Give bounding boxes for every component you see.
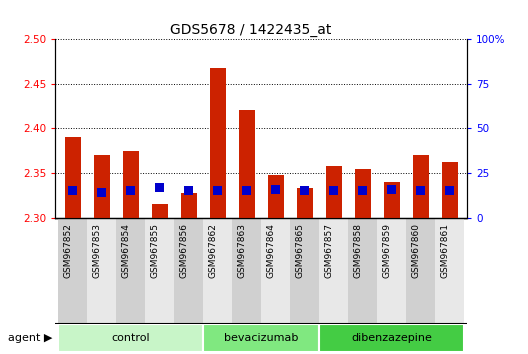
- Bar: [213, 187, 222, 195]
- Text: bevacizumab: bevacizumab: [224, 333, 298, 343]
- Bar: [69, 187, 77, 195]
- Text: GSM967852: GSM967852: [64, 223, 73, 278]
- Bar: [300, 187, 309, 195]
- Bar: [94, 155, 110, 218]
- Text: GSM967860: GSM967860: [412, 223, 421, 278]
- Bar: [123, 151, 139, 218]
- Bar: [268, 175, 284, 218]
- Bar: [58, 218, 87, 324]
- Text: GSM967864: GSM967864: [267, 223, 276, 278]
- Text: dibenzazepine: dibenzazepine: [352, 333, 432, 343]
- Bar: [388, 185, 396, 194]
- Bar: [145, 218, 174, 324]
- Bar: [378, 218, 407, 324]
- Text: GSM967856: GSM967856: [180, 223, 189, 278]
- Bar: [348, 218, 378, 324]
- Bar: [359, 187, 367, 195]
- Bar: [242, 187, 251, 195]
- Bar: [407, 218, 436, 324]
- Text: GSM967853: GSM967853: [93, 223, 102, 278]
- Bar: [319, 325, 465, 352]
- Text: GSM967858: GSM967858: [354, 223, 363, 278]
- Bar: [174, 218, 203, 324]
- Text: GSM967862: GSM967862: [209, 223, 218, 278]
- Bar: [446, 187, 454, 195]
- Bar: [319, 218, 348, 324]
- Bar: [290, 218, 319, 324]
- Bar: [232, 218, 261, 324]
- Bar: [329, 187, 338, 195]
- Bar: [155, 183, 164, 192]
- Bar: [326, 166, 342, 218]
- Bar: [116, 218, 145, 324]
- Bar: [413, 155, 429, 218]
- Bar: [184, 187, 193, 195]
- Text: GSM967857: GSM967857: [325, 223, 334, 278]
- Bar: [98, 188, 106, 197]
- Bar: [210, 68, 226, 218]
- Bar: [203, 218, 232, 324]
- Bar: [87, 218, 116, 324]
- Bar: [355, 169, 371, 218]
- Text: GSM967861: GSM967861: [441, 223, 450, 278]
- Bar: [65, 137, 81, 218]
- Bar: [417, 187, 425, 195]
- Text: GSM967855: GSM967855: [151, 223, 160, 278]
- Text: GSM967854: GSM967854: [122, 223, 131, 278]
- Bar: [442, 162, 458, 218]
- Bar: [297, 188, 313, 218]
- Bar: [127, 187, 135, 195]
- Bar: [384, 182, 400, 218]
- Bar: [261, 218, 290, 324]
- Text: control: control: [111, 333, 150, 343]
- Bar: [271, 185, 280, 194]
- Text: GDS5678 / 1422435_at: GDS5678 / 1422435_at: [170, 23, 332, 37]
- Bar: [58, 325, 203, 352]
- Bar: [203, 325, 319, 352]
- Text: GSM967865: GSM967865: [296, 223, 305, 278]
- Text: agent ▶: agent ▶: [8, 333, 53, 343]
- Bar: [436, 218, 465, 324]
- Text: GSM967859: GSM967859: [383, 223, 392, 278]
- Text: GSM967863: GSM967863: [238, 223, 247, 278]
- Bar: [181, 193, 197, 218]
- Bar: [152, 204, 168, 218]
- Bar: [239, 110, 255, 218]
